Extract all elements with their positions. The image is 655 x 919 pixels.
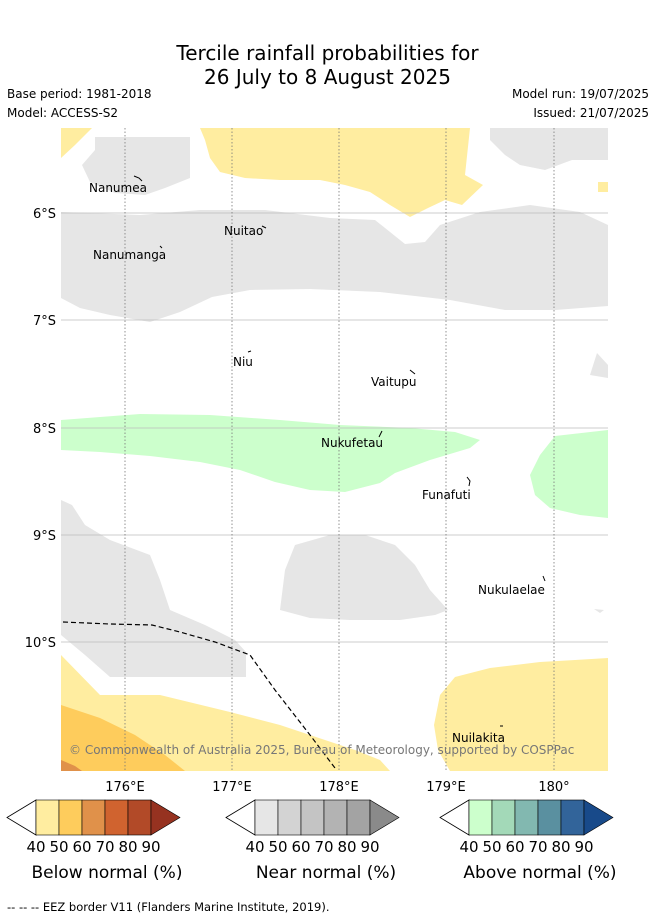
- eez-border-footnote: -- -- -- EEZ border V11 (Flanders Marine…: [7, 900, 330, 914]
- place-label-vaitupu: Vaitupu: [371, 375, 417, 389]
- near-tick-90: 90: [360, 838, 380, 856]
- below-colorbar-segment-1: [58, 799, 83, 836]
- colorbar-above-normal: [439, 799, 614, 836]
- near-normal-region-band: [61, 205, 608, 322]
- above-normal-region-band: [61, 414, 480, 492]
- near-colorbar-segment-5: [369, 799, 400, 836]
- above-normal-region-east: [530, 430, 608, 518]
- near-normal-region-northeast: [490, 128, 608, 170]
- lat-label-6s: 6°S: [33, 207, 56, 222]
- rainfall-map: Nanumea Nuitao Nanumanga Niu Vaitupu Nuk…: [25, 128, 608, 795]
- below-colorbar-segment-0: [35, 799, 60, 836]
- model-label: Model: ACCESS-S2: [7, 106, 119, 120]
- place-label-niu: Niu: [233, 355, 253, 369]
- place-label-nuilakita: Nuilakita: [452, 731, 505, 745]
- lat-label-9s: 9°S: [33, 529, 56, 544]
- copyright-notice: © Commonwealth of Australia 2025, Bureau…: [69, 743, 574, 757]
- above-tick-40: 40: [459, 838, 479, 856]
- longitude-gridlines: [124, 128, 555, 771]
- near-normal-region-center-south: [280, 535, 448, 620]
- below-colorbar-under-triangle: [6, 799, 37, 836]
- below-tick-40: 40: [26, 838, 46, 856]
- lon-label-177e: 177°E: [212, 780, 252, 795]
- below-tick-70: 70: [95, 838, 115, 856]
- near-normal-region-east-small: [590, 353, 608, 378]
- place-label-nuitao: Nuitao: [224, 224, 263, 238]
- above-colorbar-segment-5: [583, 799, 614, 836]
- map-title-line2: 26 July to 8 August 2025: [204, 65, 451, 89]
- below-normal-region-topright: [598, 182, 608, 192]
- legend-label-near-normal: Near normal (%): [255, 863, 397, 883]
- place-label-nanumea: Nanumea: [89, 181, 147, 195]
- place-label-nanumanga: Nanumanga: [93, 248, 166, 262]
- latitude-gridlines: [61, 212, 608, 643]
- near-colorbar-under-triangle: [225, 799, 256, 836]
- legend-label-below-normal: Below normal (%): [31, 863, 183, 883]
- above-colorbar-segment-1: [491, 799, 516, 836]
- below-normal-region-top: [200, 128, 483, 217]
- near-normal-region-southwest: [61, 500, 246, 677]
- island-outlines: [133, 175, 546, 727]
- legend-label-above-normal: Above normal (%): [463, 863, 617, 883]
- above-tick-50: 50: [482, 838, 502, 856]
- place-label-funafuti: Funafuti: [422, 488, 471, 502]
- lat-label-8s: 8°S: [33, 422, 56, 437]
- near-tick-60: 60: [291, 838, 311, 856]
- above-colorbar-segment-3: [537, 799, 562, 836]
- legend-colorbars: [6, 799, 614, 836]
- near-tick-50: 50: [268, 838, 288, 856]
- lon-label-176e: 176°E: [105, 780, 145, 795]
- near-tick-40: 40: [245, 838, 265, 856]
- place-label-nukufetau: Nukufetau: [321, 436, 383, 450]
- lon-label-179e: 179°E: [426, 780, 466, 795]
- colorbar-near-normal: [225, 799, 400, 836]
- above-tick-60: 60: [505, 838, 525, 856]
- near-tick-70: 70: [314, 838, 334, 856]
- below-colorbar-segment-5: [150, 799, 181, 836]
- below-colorbar-segment-3: [104, 799, 129, 836]
- map-title-line1: Tercile rainfall probabilities for: [176, 41, 479, 65]
- issued-label: Issued: 21/07/2025: [533, 106, 649, 120]
- above-colorbar-segment-0: [468, 799, 493, 836]
- model-run-label: Model run: 19/07/2025: [511, 87, 649, 101]
- below-normal-region-60: [61, 760, 82, 771]
- colorbar-below-normal: [6, 799, 181, 836]
- above-colorbar-segment-2: [514, 799, 539, 836]
- above-tick-90: 90: [574, 838, 594, 856]
- below-normal-region-southeast: [434, 658, 608, 771]
- base-period-label: Base period: 1981-2018: [7, 87, 152, 101]
- below-tick-50: 50: [49, 838, 69, 856]
- lon-label-180: 180°: [538, 780, 569, 795]
- near-tick-80: 80: [337, 838, 357, 856]
- below-colorbar-segment-2: [81, 799, 106, 836]
- below-normal-region-topleft: [61, 128, 92, 158]
- below-normal-region-50: [61, 705, 185, 771]
- near-normal-region-dot: [594, 609, 604, 613]
- near-colorbar-segment-2: [300, 799, 325, 836]
- lon-label-178e: 178°E: [319, 780, 359, 795]
- below-tick-80: 80: [118, 838, 138, 856]
- above-tick-70: 70: [528, 838, 548, 856]
- place-label-nukulaelae: Nukulaelae: [478, 583, 545, 597]
- below-colorbar-segment-4: [127, 799, 152, 836]
- below-tick-60: 60: [72, 838, 92, 856]
- lat-label-10s: 10°S: [25, 636, 56, 651]
- near-normal-region-north: [82, 137, 190, 195]
- near-colorbar-segment-4: [346, 799, 371, 836]
- above-tick-80: 80: [551, 838, 571, 856]
- below-tick-90: 90: [141, 838, 161, 856]
- near-colorbar-segment-3: [323, 799, 348, 836]
- above-colorbar-under-triangle: [439, 799, 470, 836]
- eez-border: [62, 621, 336, 769]
- lat-label-7s: 7°S: [33, 314, 56, 329]
- above-colorbar-segment-4: [560, 799, 585, 836]
- near-colorbar-segment-0: [254, 799, 279, 836]
- near-colorbar-segment-1: [277, 799, 302, 836]
